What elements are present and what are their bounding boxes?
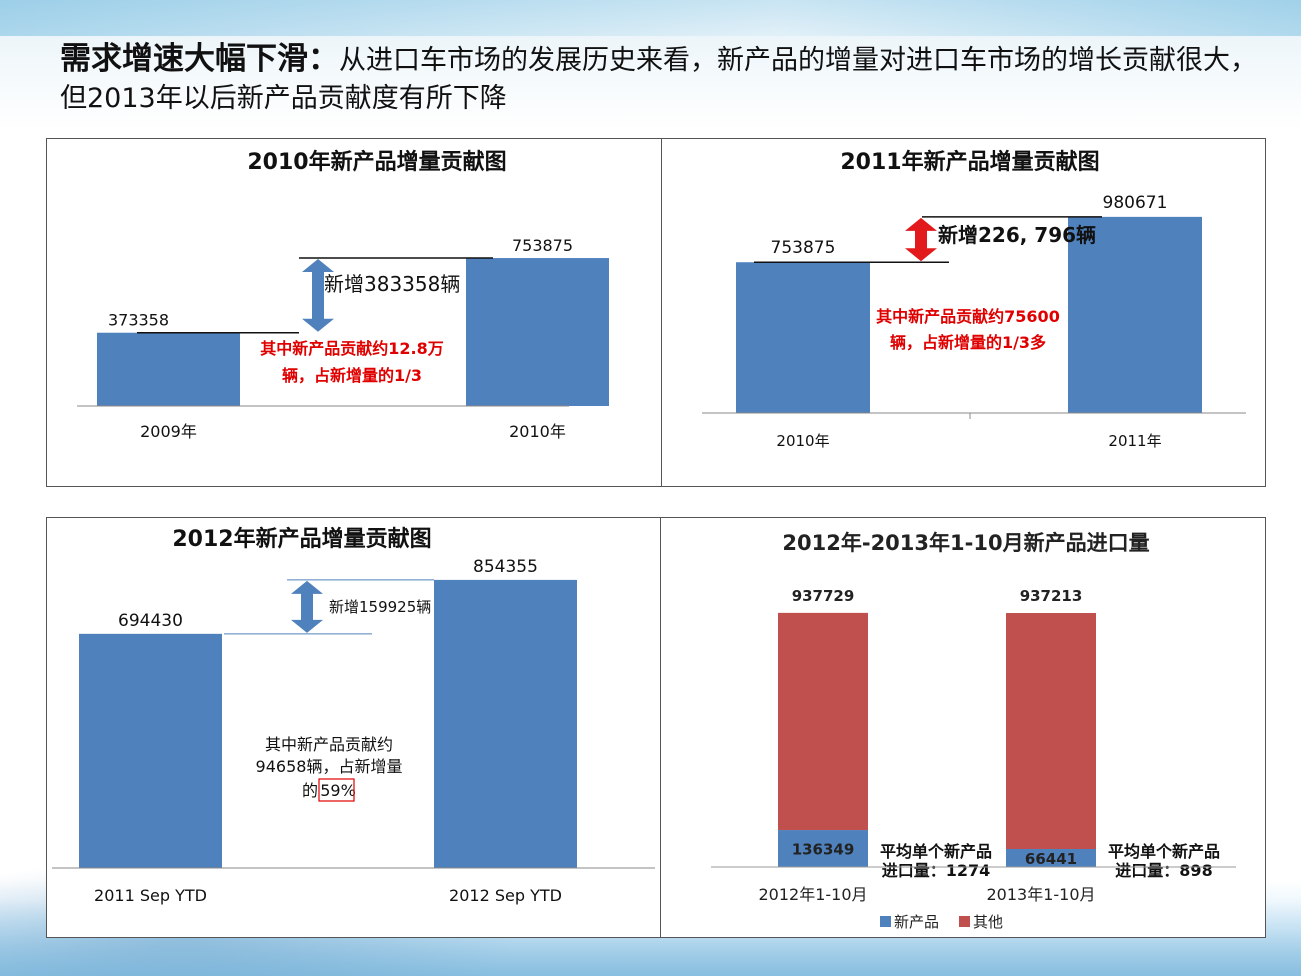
c4-new-label-2: 66441 <box>1025 850 1077 868</box>
c3-category-label-2: 2012 Sep YTD <box>449 886 562 905</box>
chart-2011-new-product-increase: 2011年新产品增量贡献图 753875 2010年 980671 2011年 新增226… <box>702 149 1246 450</box>
bottom-panel-divider <box>660 518 661 937</box>
c4-total-label-1: 937729 <box>792 587 855 605</box>
c4-annotation-line2-1: 进口量：1274 <box>882 861 991 880</box>
bottom-panel: 2012年新产品增量贡献图 694430 2011 Sep YTD 854355 201… <box>46 517 1266 938</box>
c2-bar-1 <box>736 262 870 413</box>
c3-note-line-3-prefix: 的 <box>302 781 318 800</box>
c3-increase-label: 新增159925辆 <box>329 598 431 616</box>
c4-bar-other-2 <box>1006 613 1096 849</box>
c3-category-label-1: 2011 Sep YTD <box>94 886 207 905</box>
c1-category-label-1: 2009年 <box>140 422 197 441</box>
c3-bar-1 <box>79 633 222 868</box>
c4-annotation-line2-2: 进口量：898 <box>1115 861 1212 880</box>
c1-bar-2 <box>466 258 609 406</box>
c1-increase-label: 新增383358辆 <box>324 272 460 296</box>
top-panel: 2010年新产品增量贡献图 373358 2009年 753875 2010年 新增383… <box>46 138 1266 487</box>
c2-data-label-1: 753875 <box>771 238 836 258</box>
c1-category-label-2: 2010年 <box>509 422 566 441</box>
c2-category-label-2: 2011年 <box>1108 432 1161 450</box>
c3-note-line-2: 94658辆，占新增量 <box>256 757 403 776</box>
chart-2012-2013-new-product-imports: 2012年-2013年1-10月新产品进口量 937729 136349 2012年1… <box>711 531 1236 931</box>
c3-note-highlight-box <box>318 778 355 802</box>
chart-2010-new-product-increase: 2010年新产品增量贡献图 373358 2009年 753875 2010年 新增383… <box>77 149 609 441</box>
c4-chart-title: 2012年-2013年1-10月新产品进口量 <box>782 531 1149 555</box>
c4-bar-new-1 <box>778 830 868 867</box>
c1-increase-arrow <box>302 259 334 332</box>
c4-bar-new-2 <box>1006 848 1096 867</box>
c4-category-label-2: 2013年1-10月 <box>986 885 1095 904</box>
c3-note-boxed-value: 59% <box>320 781 356 800</box>
c3-note-line-1: 其中新产品贡献约 <box>265 735 393 754</box>
c2-bar-2 <box>1068 216 1202 413</box>
c4-bar-other-1 <box>778 612 868 831</box>
headline-bold: 需求增速大幅下滑： <box>60 41 339 77</box>
top-panel-divider <box>661 139 662 486</box>
c4-legend-label-new: 新产品 <box>894 913 939 931</box>
c4-legend-swatch-new <box>880 916 891 927</box>
c1-note-line-1: 其中新产品贡献约12.8万 <box>260 339 443 358</box>
c2-note-line-1: 其中新产品贡献约75600 <box>876 307 1060 326</box>
c1-chart-title: 2010年新产品增量贡献图 <box>247 149 506 175</box>
c2-note-line-2: 辆，占新增量的1/3多 <box>890 333 1046 352</box>
c3-data-label-1: 694430 <box>118 611 183 631</box>
c4-legend-swatch-other <box>959 916 970 927</box>
c2-data-label-2: 980671 <box>1103 193 1168 213</box>
c4-annotation-line1-2: 平均单个新产品 <box>1108 842 1220 861</box>
headline: 需求增速大幅下滑：从进口车市场的发展历史来看，新产品的增量对进口车市场的增长贡献… <box>60 40 1260 118</box>
c1-note-line-2: 辆，占新增量的1/3 <box>282 366 422 385</box>
chart-2012-new-product-increase: 2012年新产品增量贡献图 694430 2011 Sep YTD 854355 201… <box>52 526 655 905</box>
c3-bar-2 <box>434 579 577 868</box>
c2-category-label-1: 2010年 <box>776 432 829 450</box>
top-decoration <box>0 0 1301 36</box>
c3-chart-title: 2012年新产品增量贡献图 <box>172 526 431 552</box>
c1-data-label-1: 373358 <box>108 311 169 330</box>
c2-increase-arrow <box>905 217 937 262</box>
c4-category-label-1: 2012年1-10月 <box>758 885 867 904</box>
c4-annotation-line1-1: 平均单个新产品 <box>880 842 992 861</box>
c4-total-label-2: 937213 <box>1020 587 1083 605</box>
c3-data-label-2: 854355 <box>473 557 538 577</box>
c4-new-label-1: 136349 <box>792 841 855 859</box>
headline-text: 从进口车市场的发展历史来看，新产品的增量对进口车市场的增长贡献很大，但2013年… <box>60 45 1257 114</box>
c4-legend-label-other: 其他 <box>973 913 1003 931</box>
c2-increase-label: 新增226, 796辆 <box>938 223 1096 247</box>
c2-chart-title: 2011年新产品增量贡献图 <box>840 149 1099 175</box>
c1-data-label-2: 753875 <box>512 236 573 255</box>
c1-bar-1 <box>97 332 240 406</box>
c3-increase-arrow <box>291 580 323 633</box>
